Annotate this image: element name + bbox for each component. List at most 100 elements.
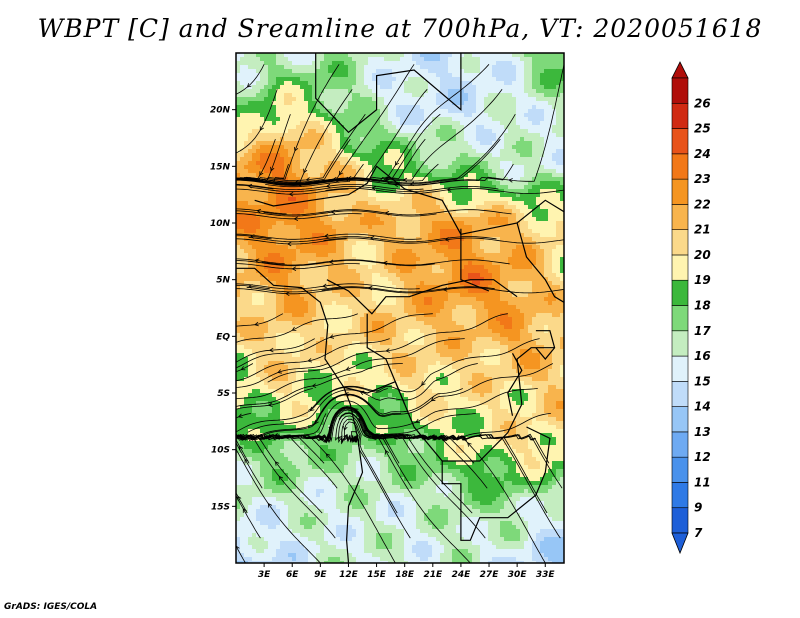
streamline-arrow — [259, 171, 264, 176]
streamline-arrow — [247, 183, 253, 189]
streamline-arrow — [385, 348, 390, 353]
y-tick-label: 15S — [211, 502, 230, 512]
streamline-arrow — [260, 178, 265, 184]
x-axis: 3E 6E 9E 12E 15E 18E 21E 24E 27E 30E 33E — [258, 563, 555, 580]
y-tick-label: 5S — [217, 389, 230, 399]
streamline-arrow — [323, 233, 329, 239]
colorbar-label: 11 — [694, 475, 711, 489]
colorbar-swatch — [671, 305, 689, 332]
colorbar-swatch — [671, 77, 689, 104]
streamline — [236, 64, 265, 95]
colorbar-label: 12 — [694, 450, 711, 464]
streamline — [236, 545, 246, 563]
y-tick-label: 5N — [216, 276, 230, 286]
streamline-arrow — [325, 438, 330, 443]
x-tick-label: 3E — [258, 570, 271, 580]
colorbar-swatch — [671, 482, 689, 509]
colorbar-label: 24 — [694, 147, 711, 161]
colorbar-swatch — [671, 406, 689, 433]
border-line — [516, 222, 564, 303]
streamline — [236, 163, 289, 183]
colorbar-label: 20 — [694, 248, 711, 262]
streamline-arrow — [274, 461, 280, 466]
streamline — [236, 338, 315, 363]
colorbar-swatch — [671, 229, 689, 256]
plot-frame — [235, 52, 565, 564]
streamline — [236, 260, 435, 267]
streamline-arrow — [244, 458, 249, 464]
streamline-arrow — [288, 191, 294, 197]
x-tick-label: 27E — [480, 570, 500, 580]
colorbar-swatch — [671, 381, 689, 407]
streamline — [238, 388, 463, 441]
colorbar-swatch — [671, 507, 689, 534]
border-line — [366, 313, 406, 405]
streamline-arrow — [240, 366, 246, 371]
streamline-arrow — [278, 475, 284, 481]
wbpt-field — [236, 53, 564, 563]
streamline-arrow — [477, 433, 483, 438]
streamline — [250, 185, 499, 193]
y-tick-label: 10N — [210, 219, 231, 229]
credit-label: GrADS: IGES/COLA — [4, 602, 98, 612]
streamline — [236, 258, 285, 265]
colorbar-label: 15 — [694, 374, 711, 388]
y-tick-label: 15N — [210, 162, 231, 172]
streamline-arrow — [294, 179, 299, 185]
border-line — [343, 347, 555, 462]
colorbar-label: 16 — [694, 349, 711, 363]
streamline-arrow — [286, 241, 292, 247]
colorbar-label: 23 — [694, 172, 711, 186]
streamline — [236, 313, 284, 327]
colorbar-label: 26 — [694, 96, 711, 110]
colorbar-label: 25 — [694, 122, 711, 136]
streamline — [236, 263, 360, 270]
x-tick-label: 18E — [395, 570, 415, 580]
colorbar-label: 21 — [694, 223, 711, 237]
streamline-arrow — [328, 259, 334, 264]
streamline-arrow — [259, 126, 264, 131]
streamline-arrow — [311, 383, 317, 388]
streamline-arrow — [309, 406, 315, 412]
streamline-arrow — [329, 334, 335, 339]
colorbar: 7 9 11 12 13 14 15 16 17 18 19 20 21 22 23 24 25 26 — [671, 61, 711, 555]
streamline-arrow — [291, 266, 297, 271]
streamline-arrow — [338, 170, 343, 176]
streamline-arrow — [446, 187, 452, 192]
colorbar-swatch — [671, 254, 689, 281]
colorbar-label: 14 — [694, 400, 711, 414]
colorbar-swatch — [671, 330, 689, 357]
streamline — [265, 138, 501, 188]
streamline-arrow — [249, 234, 255, 239]
streamline-arrow — [392, 435, 398, 440]
x-tick-label: 15E — [367, 570, 387, 580]
streamline-arrow — [254, 321, 259, 327]
streamline-arrow — [325, 453, 331, 458]
border-line — [460, 228, 490, 292]
streamline-arrow — [394, 161, 400, 166]
streamline — [247, 363, 478, 433]
streamline — [236, 388, 313, 410]
streamline — [303, 406, 471, 563]
streamline — [236, 138, 351, 183]
streamline-arrow — [330, 209, 336, 215]
y-tick-label: 10S — [211, 446, 230, 456]
streamline-arrow — [267, 402, 273, 407]
streamline-arrow — [314, 419, 319, 425]
streamline — [248, 236, 497, 243]
streamline — [263, 209, 512, 216]
streamline-arrow — [369, 235, 375, 241]
streamline-arrow — [430, 397, 436, 402]
colorbar-label: 17 — [694, 324, 711, 338]
streamline — [323, 237, 564, 244]
x-tick-label: 21E — [423, 570, 443, 580]
streamline-arrow — [294, 146, 299, 152]
colorbar-label: 18 — [694, 299, 711, 313]
border-line — [441, 426, 551, 541]
streamline-arrow — [325, 183, 331, 189]
streamline — [246, 286, 495, 293]
colorbar-swatch — [671, 178, 689, 205]
streamline — [325, 187, 564, 195]
colorbar-max-arrow — [671, 61, 689, 79]
streamline-arrow — [467, 442, 472, 447]
